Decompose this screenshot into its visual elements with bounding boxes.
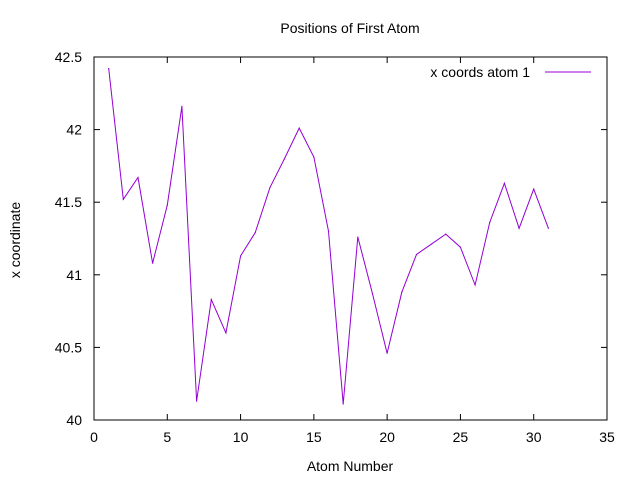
data-point bbox=[196, 400, 198, 402]
data-point bbox=[518, 227, 520, 229]
x-tick-label: 0 bbox=[90, 429, 98, 445]
x-tick-label: 35 bbox=[599, 429, 615, 445]
data-point bbox=[386, 352, 388, 354]
y-tick-label: 42.5 bbox=[55, 49, 82, 65]
data-point bbox=[371, 293, 374, 295]
y-tick-label: 41 bbox=[66, 267, 82, 283]
x-axis-label: Atom Number bbox=[307, 458, 394, 474]
data-point bbox=[239, 255, 242, 257]
data-point bbox=[445, 233, 447, 235]
data-point bbox=[489, 221, 491, 224]
data-point bbox=[503, 182, 505, 184]
x-tick-label: 15 bbox=[306, 429, 322, 445]
data-point bbox=[533, 188, 535, 190]
x-tick-label: 25 bbox=[453, 429, 469, 445]
data-point bbox=[181, 105, 183, 107]
data-point bbox=[122, 198, 124, 200]
data-point bbox=[415, 253, 418, 256]
chart-title: Positions of First Atom bbox=[280, 20, 419, 36]
plot-frame bbox=[93, 56, 608, 421]
data-point bbox=[283, 158, 286, 160]
data-point bbox=[166, 204, 168, 206]
data-point bbox=[225, 332, 227, 334]
x-tick-label: 20 bbox=[379, 429, 395, 445]
data-point bbox=[137, 176, 139, 179]
x-tick-label: 10 bbox=[233, 429, 249, 445]
data-point bbox=[342, 403, 344, 405]
y-tick-label: 41.5 bbox=[55, 194, 82, 210]
data-point bbox=[474, 284, 476, 286]
legend-label: x coords atom 1 bbox=[430, 64, 530, 80]
x-tick-label: 5 bbox=[163, 429, 171, 445]
x-tick-label: 30 bbox=[526, 429, 542, 445]
series-layer bbox=[108, 68, 549, 405]
data-point bbox=[254, 232, 256, 234]
y-tick-label: 42 bbox=[66, 122, 82, 138]
data-point bbox=[401, 291, 403, 293]
data-point bbox=[298, 127, 300, 129]
legend: x coords atom 1 bbox=[430, 64, 591, 80]
data-point bbox=[313, 156, 315, 158]
data-point bbox=[547, 227, 549, 229]
series-line bbox=[108, 68, 549, 405]
data-point bbox=[269, 187, 271, 189]
data-point bbox=[108, 68, 110, 70]
data-point bbox=[327, 230, 330, 232]
y-tick-label: 40 bbox=[66, 412, 82, 428]
data-point bbox=[210, 298, 212, 301]
data-point bbox=[459, 246, 462, 248]
y-tick-label: 40.5 bbox=[55, 339, 82, 355]
data-point bbox=[152, 262, 154, 264]
y-axis-label: x coordinate bbox=[7, 202, 23, 278]
data-point bbox=[430, 243, 432, 245]
data-point bbox=[357, 236, 359, 238]
axis-ticks: 0 5 10 15 20 25 30 35 40 40.5 41 41.5 42 42.5 bbox=[55, 49, 615, 445]
